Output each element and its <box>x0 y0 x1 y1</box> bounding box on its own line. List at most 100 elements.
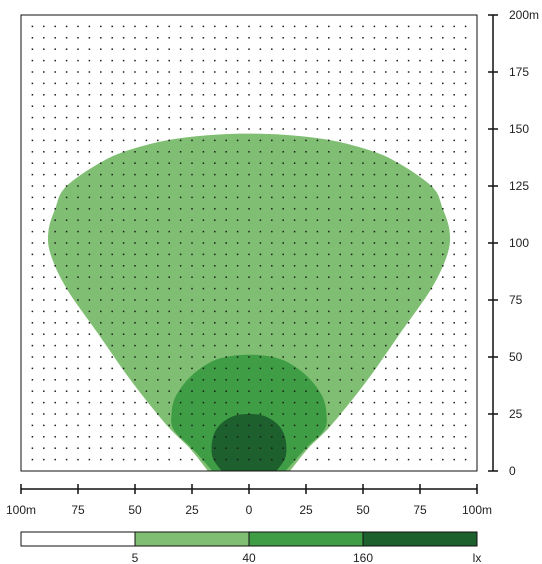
grid-dot <box>407 322 410 324</box>
grid-dot <box>396 48 398 50</box>
grid-dot <box>122 173 125 176</box>
grid-dot <box>407 276 410 278</box>
grid-dot <box>236 196 239 199</box>
grid-dot <box>77 242 79 244</box>
grid-dot <box>54 458 56 461</box>
grid-dot <box>271 139 273 142</box>
grid-dot <box>464 105 467 107</box>
grid-dot <box>134 242 136 244</box>
grid-dot <box>339 276 341 278</box>
grid-dot <box>157 105 159 107</box>
grid-dot <box>293 59 296 62</box>
grid-dot <box>65 59 68 62</box>
grid-dot <box>362 25 364 28</box>
grid-dot <box>236 25 239 28</box>
grid-dot <box>134 162 136 164</box>
grid-dot <box>65 424 68 427</box>
grid-dot <box>236 344 239 347</box>
grid-dot <box>168 105 170 107</box>
grid-dot <box>43 196 45 199</box>
grid-dot <box>316 128 319 130</box>
grid-dot <box>122 413 125 415</box>
grid-dot <box>407 265 410 267</box>
grid-dot <box>168 208 170 210</box>
grid-dot <box>271 436 273 438</box>
grid-dot <box>430 276 433 278</box>
grid-dot <box>328 105 330 107</box>
grid-dot <box>293 379 296 381</box>
grid-dot <box>225 447 227 449</box>
grid-dot <box>442 310 444 313</box>
grid-dot <box>316 299 319 301</box>
grid-dot <box>328 424 330 427</box>
grid-dot <box>145 344 148 347</box>
grid-dot <box>65 447 68 449</box>
grid-dot <box>305 344 307 347</box>
grid-dot <box>248 253 250 256</box>
grid-dot <box>236 242 239 244</box>
grid-dot <box>100 196 102 199</box>
grid-dot <box>168 82 170 85</box>
grid-dot <box>259 344 262 347</box>
grid-dot <box>202 344 205 347</box>
grid-dot <box>464 94 467 96</box>
grid-dot <box>236 208 239 210</box>
grid-dot <box>65 48 68 50</box>
grid-dot <box>442 219 444 221</box>
grid-dot <box>259 116 262 119</box>
grid-dot <box>350 344 353 347</box>
grid-dot <box>385 379 387 381</box>
grid-dot <box>453 265 455 267</box>
grid-dot <box>122 59 125 62</box>
grid-dot <box>236 436 239 438</box>
grid-dot <box>65 276 68 278</box>
grid-dot <box>328 436 330 438</box>
grid-dot <box>122 310 125 313</box>
grid-dot <box>339 128 341 130</box>
grid-dot <box>396 208 398 210</box>
grid-dot <box>31 116 34 119</box>
grid-dot <box>122 230 125 233</box>
grid-dot <box>305 287 307 290</box>
grid-dot <box>419 82 421 85</box>
grid-dot <box>464 82 467 85</box>
grid-dot <box>88 173 91 176</box>
grid-dot <box>43 344 45 347</box>
grid-dot <box>54 401 56 404</box>
grid-dot <box>282 48 284 50</box>
grid-dot <box>88 265 91 267</box>
grid-dot <box>43 25 45 28</box>
grid-dot <box>100 230 102 233</box>
grid-dot <box>111 287 113 290</box>
grid-dot <box>419 25 421 28</box>
grid-dot <box>236 379 239 381</box>
grid-dot <box>31 379 34 381</box>
grid-dot <box>65 299 68 301</box>
grid-dot <box>442 265 444 267</box>
grid-dot <box>168 59 170 62</box>
grid-dot <box>134 447 136 449</box>
grid-dot <box>271 299 273 301</box>
legend-swatch <box>134 531 250 547</box>
grid-dot <box>282 333 284 335</box>
grid-dot <box>31 219 34 221</box>
grid-dot <box>111 185 113 187</box>
grid-dot <box>419 219 421 221</box>
grid-dot <box>442 379 444 381</box>
grid-dot <box>168 344 170 347</box>
grid-dot <box>179 151 182 153</box>
grid-dot <box>134 356 136 358</box>
grid-dot <box>362 185 364 187</box>
legend-swatch <box>248 531 364 547</box>
grid-dot <box>77 424 79 427</box>
grid-dot <box>396 116 398 119</box>
grid-dot <box>282 196 284 199</box>
grid-dot <box>271 322 273 324</box>
grid-dot <box>362 458 364 461</box>
grid-dot <box>419 447 421 449</box>
grid-dot <box>396 436 398 438</box>
grid-dot <box>453 379 455 381</box>
grid-dot <box>134 196 136 199</box>
grid-dot <box>259 333 262 335</box>
grid-dot <box>385 287 387 290</box>
